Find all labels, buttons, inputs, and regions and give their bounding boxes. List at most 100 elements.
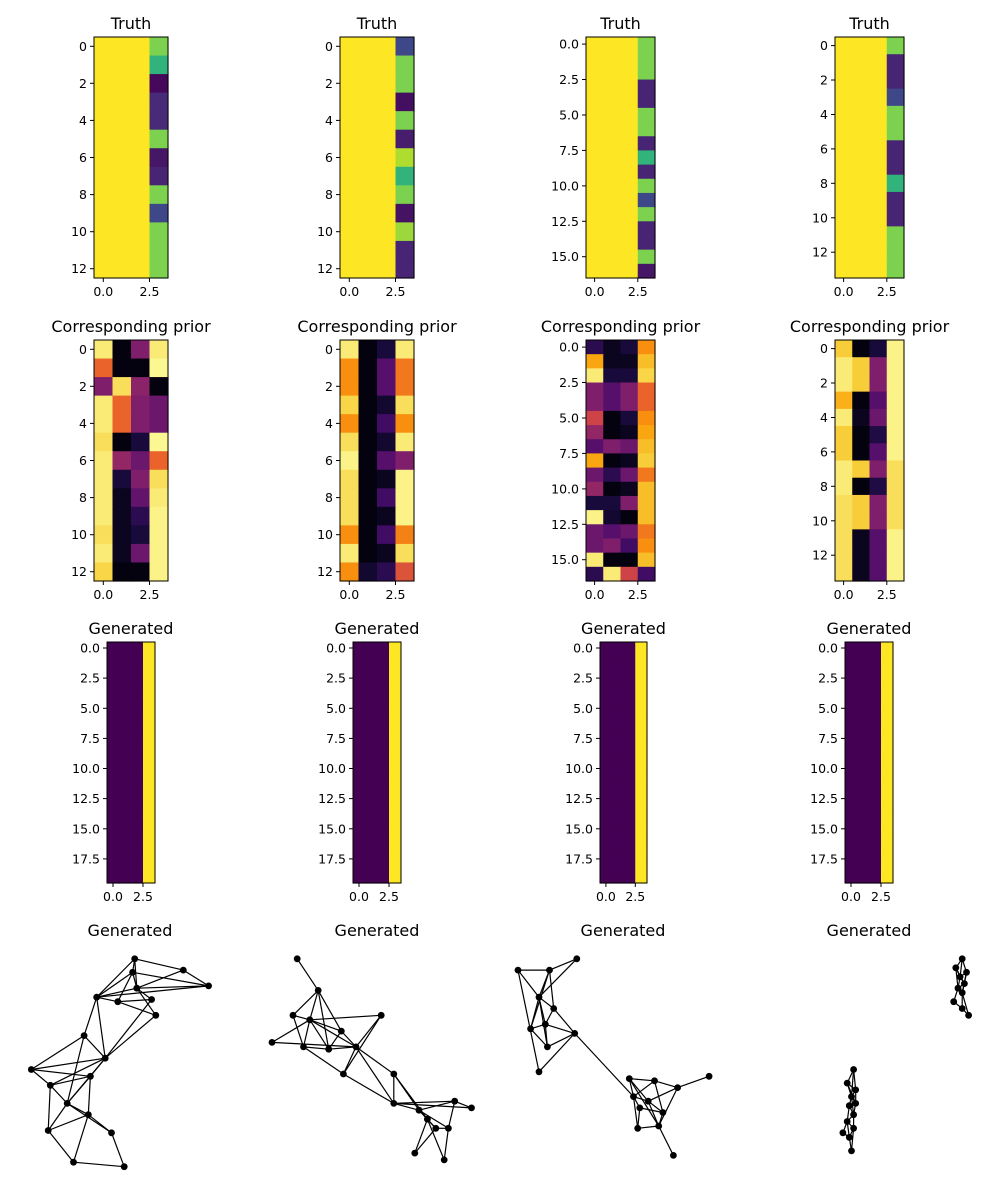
heatmap-cell: [377, 506, 397, 526]
graph-edge: [72, 1114, 89, 1163]
graph-edge: [658, 1087, 679, 1127]
graph-node: [440, 1156, 448, 1164]
heatmap-cell: [611, 642, 625, 655]
heatmap-cell: [377, 148, 397, 168]
y-tick-label: 12: [812, 245, 828, 260]
heatmap-cell: [886, 512, 905, 530]
graph-node: [27, 1066, 35, 1073]
graph-edge: [30, 1035, 85, 1071]
heatmap-cell: [623, 834, 636, 848]
heatmap-cell: [603, 368, 622, 384]
heatmap-cell: [620, 510, 639, 525]
heatmap-cell: [131, 798, 144, 812]
heatmap-cell: [835, 209, 853, 227]
heatmap-cell: [620, 382, 639, 398]
heatmap-cell: [353, 834, 366, 848]
heatmap-cell: [358, 55, 378, 75]
heatmap-cell: [377, 432, 397, 452]
heatmap-cell: [637, 65, 656, 81]
heatmap-cell: [869, 123, 888, 141]
heatmap-cell: [637, 425, 656, 440]
heatmap-cell: [365, 834, 378, 848]
heatmap-cell: [395, 506, 415, 526]
heatmap-cell: [886, 209, 905, 227]
heatmap-cell: [353, 822, 366, 836]
heatmap-cell: [603, 467, 622, 483]
heatmap-cell: [586, 235, 604, 251]
heatmap-cell: [586, 439, 604, 455]
heatmap-cell: [869, 786, 882, 800]
heatmap-cell: [620, 79, 639, 95]
heatmap-cell: [131, 358, 151, 378]
graph-edge: [632, 1096, 639, 1129]
graph-node: [133, 984, 141, 992]
axes-frame: [599, 641, 648, 884]
heatmap-cell: [94, 432, 114, 452]
heatmap-cell: [603, 538, 622, 554]
graph-node: [965, 1011, 972, 1019]
heatmap-cell: [358, 185, 378, 205]
heatmap-cell: [358, 240, 378, 261]
graph-node: [852, 1086, 860, 1094]
heatmap-cell: [869, 88, 888, 107]
graph-edge: [309, 1019, 330, 1050]
heatmap-cell: [377, 678, 390, 691]
graph-edge: [647, 1100, 660, 1127]
heatmap-cell: [149, 185, 169, 205]
y-tick-label: 15.0: [551, 249, 579, 264]
heatmap-cell: [395, 432, 415, 452]
heatmap-cell: [143, 714, 156, 727]
graph-edge: [418, 1100, 455, 1111]
heatmap-cell: [886, 494, 905, 513]
y-tick-label: 10: [317, 224, 333, 239]
heatmap-cell: [857, 726, 870, 739]
graph-edge: [647, 1087, 678, 1102]
heatmap-cell: [358, 377, 378, 397]
heatmap-cell: [112, 469, 132, 489]
heatmap-cell: [586, 192, 604, 208]
heatmap-cell: [623, 762, 636, 776]
graph-node: [852, 1100, 860, 1107]
heatmap-cell: [623, 810, 636, 824]
heatmap-cell: [358, 203, 378, 223]
heatmap-cell: [886, 37, 905, 55]
heatmap-cell: [603, 164, 622, 180]
graph-edge: [47, 1085, 51, 1131]
graph-node: [120, 1163, 128, 1171]
heatmap-cell: [611, 714, 625, 727]
x-tick-label: 0.0: [339, 587, 359, 602]
heatmap-cell: [620, 107, 639, 123]
y-tick-label: 17.5: [318, 851, 346, 866]
heatmap-cell: [149, 148, 169, 168]
heatmap-cell: [603, 566, 622, 582]
heatmap-cell: [112, 377, 132, 397]
graph-node: [848, 1147, 855, 1155]
graph-edge: [548, 970, 555, 1009]
y-tick-label: 4: [325, 416, 333, 431]
heatmap-cell: [94, 414, 114, 434]
heatmap-cell: [611, 870, 625, 884]
graph-edge: [73, 1161, 125, 1168]
graph-node: [954, 984, 962, 992]
heatmap-cell: [149, 222, 169, 242]
heatmap-cell: [340, 377, 360, 397]
heatmap-cell: [94, 451, 114, 471]
heatmap-cell: [365, 822, 378, 836]
heatmap-cell: [845, 666, 858, 679]
heatmap-cell: [389, 738, 402, 752]
heatmap-cell: [852, 546, 871, 565]
heatmap-cell: [340, 74, 360, 94]
heatmap-cell: [586, 136, 604, 152]
heatmap-cell: [340, 129, 360, 149]
heatmap-cell: [835, 123, 853, 141]
heatmap-cell: [586, 481, 604, 497]
heatmap-cell: [365, 774, 378, 788]
heatmap-cell: [600, 846, 613, 860]
heatmap-cell: [603, 235, 622, 251]
graph-node: [63, 1100, 71, 1107]
heatmap-cell: [611, 822, 625, 836]
heatmap-cell: [131, 562, 151, 582]
heatmap-cell: [637, 354, 656, 369]
heatmap-cell: [600, 822, 613, 836]
graph-edge: [96, 997, 106, 1059]
